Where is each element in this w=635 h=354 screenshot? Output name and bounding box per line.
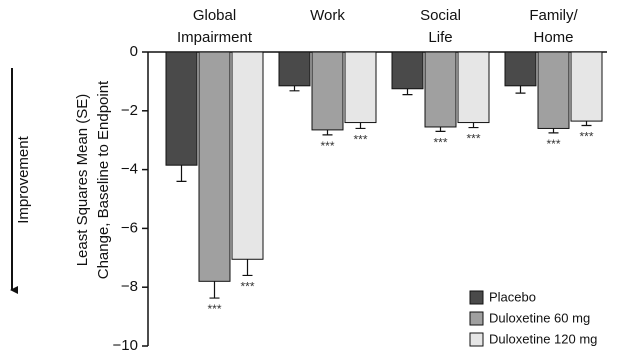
legend-swatch [469,290,484,305]
error-bar [209,281,220,299]
bar [570,51,603,122]
significance-label: *** [320,139,334,153]
significance-label: *** [546,137,560,151]
legend-label: Placebo [489,289,536,304]
error-bar [289,85,300,92]
y-tick-label: −8 [121,278,138,295]
error-bar [581,121,592,127]
y-axis-label: Change, Baseline to Endpoint [95,80,112,279]
y-tick-label: −4 [121,161,138,178]
y-axis-label: Least Squares Mean (SE) [74,94,91,267]
error-bar [515,85,526,94]
bar [391,51,424,90]
y-tick-label: −10 [113,337,138,354]
bar [537,51,570,129]
error-bar [322,129,333,136]
annotation: Improvement [15,135,32,223]
bar [198,51,231,282]
bar [278,51,311,87]
legend-label: Duloxetine 120 mg [489,331,597,346]
bar [424,51,457,128]
significance-label: *** [579,130,593,144]
bar [344,51,377,124]
error-bar [402,88,413,96]
bar [165,51,198,166]
x-category-label: Work [310,7,345,24]
legend-label: Duloxetine 60 mg [489,310,590,325]
significance-label: *** [353,133,367,147]
x-category-label: Family/Home [529,7,578,46]
bar [457,51,490,124]
legend-swatch [469,311,484,326]
x-category-label: Global Impairment [177,7,253,46]
legend-swatch [469,332,484,347]
bar [311,51,344,131]
error-bar [435,126,446,132]
significance-label: *** [240,280,254,294]
error-bar [176,165,187,182]
x-category-label: Social Life [420,7,461,46]
y-tick-label: 0 [130,43,138,60]
y-tick-label: −2 [121,102,138,119]
significance-label: *** [207,302,221,316]
error-bar [355,122,366,130]
bar [231,51,264,260]
error-bar [468,122,479,129]
y-tick-label: −6 [121,219,138,236]
bar [504,51,537,87]
significance-label: *** [433,136,447,150]
significance-label: *** [466,132,480,146]
error-bar [242,259,253,277]
error-bar [548,128,559,134]
